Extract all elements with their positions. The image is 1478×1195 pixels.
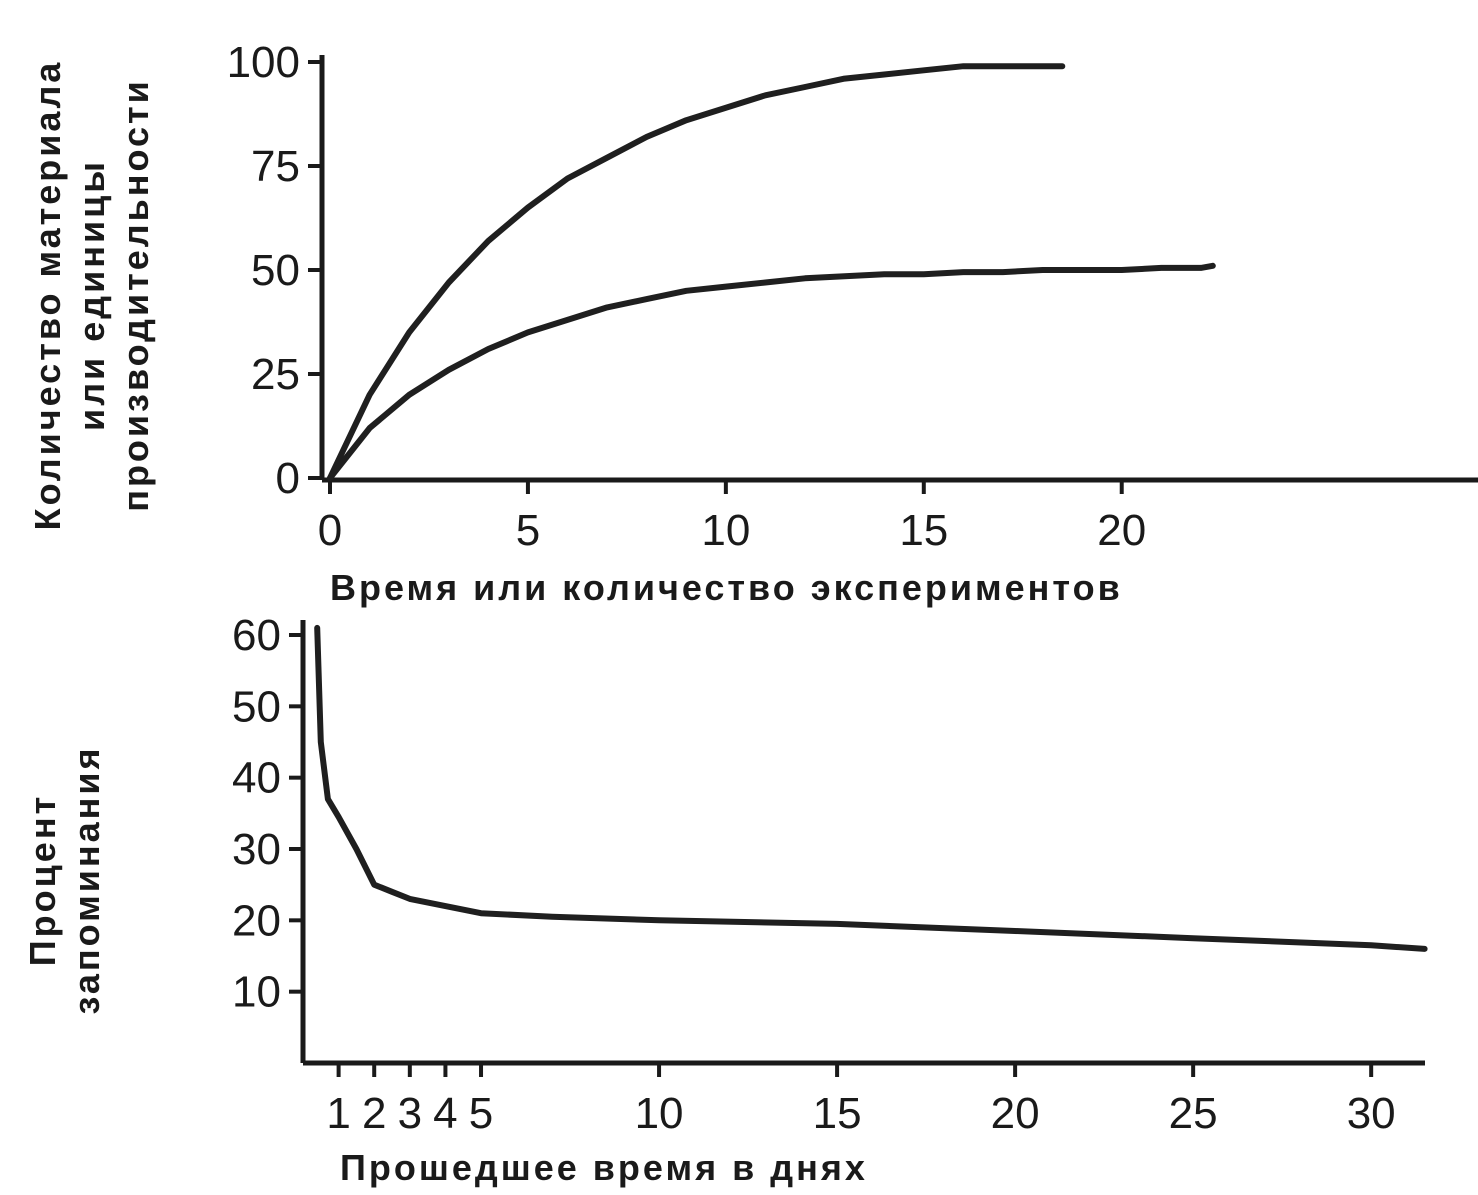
chart-learning-curves: 0 25 50 75 100 0 5 10 15 20 Время или количество… <box>27 38 1478 608</box>
top-y-axis-title-line: Количество материала <box>27 60 68 531</box>
bottom-y-tick-label: 30 <box>232 825 281 874</box>
top-x-tick-label: 20 <box>1097 506 1146 555</box>
bottom-x-tick-label: 4 <box>433 1089 457 1138</box>
top-series-group <box>327 63 1216 481</box>
bottom-x-tick-label: 5 <box>469 1089 493 1138</box>
bottom-y-axis-title-line: Процент <box>22 794 63 966</box>
bottom-x-axis-title: Прошедшее время в днях <box>340 1147 868 1188</box>
bottom-x-ticks: 1 2 3 4 5 10 15 20 25 30 <box>326 1063 1396 1138</box>
bottom-y-tick-label: 10 <box>232 968 281 1017</box>
top-series-line-2 <box>327 262 1216 481</box>
top-x-tick-label: 15 <box>899 506 948 555</box>
top-y-tick-label: 100 <box>227 38 300 87</box>
bottom-x-tick-label: 30 <box>1347 1089 1396 1138</box>
top-x-axis-title: Время или количество экспериментов <box>330 567 1123 608</box>
bottom-x-tick-label: 15 <box>813 1089 862 1138</box>
top-y-tick-label: 75 <box>251 142 300 191</box>
bottom-y-tick-label: 50 <box>232 682 281 731</box>
top-y-tick-label: 50 <box>251 246 300 295</box>
bottom-x-tick-label: 2 <box>362 1089 386 1138</box>
top-x-tick-label: 10 <box>701 506 750 555</box>
bottom-series-group <box>314 624 1428 952</box>
top-x-ticks: 0 5 10 15 20 <box>318 480 1146 555</box>
chart-retention-curve: 10 20 30 40 50 60 1 2 3 4 5 10 15 20 25 30 Прошедшее в… <box>22 611 1428 1188</box>
bottom-y-tick-label: 60 <box>232 611 281 660</box>
top-x-tick-label: 0 <box>318 506 342 555</box>
top-y-axis-title-line: производительности <box>115 78 156 512</box>
top-y-axis-title: Количество материала или единицы производи… <box>27 60 156 531</box>
top-y-tick-label: 25 <box>251 350 300 399</box>
bottom-y-axis-title-line: запоминания <box>66 745 107 1014</box>
bottom-y-tick-label: 40 <box>232 754 281 803</box>
top-y-axis-title-line: или единицы <box>71 159 112 431</box>
top-series-line-1 <box>327 63 1066 481</box>
bottom-y-axis-title: Процент запоминания <box>22 745 107 1014</box>
top-y-ticks: 0 25 50 75 100 <box>227 38 322 503</box>
bottom-x-tick-label: 1 <box>326 1089 350 1138</box>
bottom-x-tick-label: 25 <box>1169 1089 1218 1138</box>
bottom-x-tick-label: 10 <box>635 1089 684 1138</box>
bottom-x-tick-label: 20 <box>991 1089 1040 1138</box>
top-x-tick-label: 5 <box>516 506 540 555</box>
top-y-tick-label: 0 <box>276 454 300 503</box>
bottom-y-tick-label: 20 <box>232 896 281 945</box>
bottom-y-ticks: 10 20 30 40 50 60 <box>232 611 303 1017</box>
bottom-x-tick-label: 3 <box>398 1089 422 1138</box>
bottom-series-line-1 <box>314 624 1428 952</box>
